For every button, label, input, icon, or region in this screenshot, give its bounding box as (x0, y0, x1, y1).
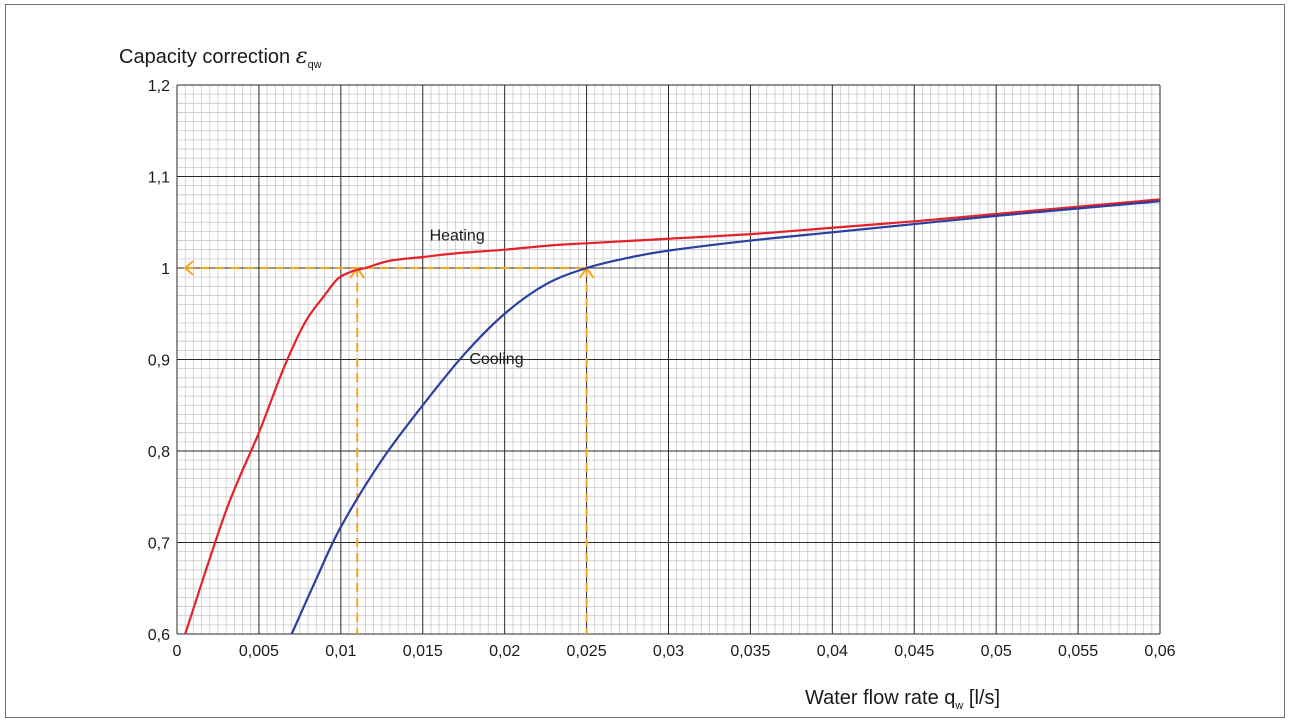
x-tick-label: 0,035 (730, 643, 770, 660)
x-axis-subscript: w (955, 700, 964, 712)
x-tick-label: 0,01 (325, 643, 356, 660)
tick-labels: 0 0,005 0,01 0,015 0,02 0,025 0,03 0,035 0,04 0,0… (148, 78, 1176, 660)
x-tick-label: 0,04 (817, 643, 848, 660)
guide-arrowhead (349, 266, 366, 279)
x-tick-label: 0,02 (489, 643, 520, 660)
epsilon-symbol: ε (295, 44, 308, 69)
guide-lines (183, 260, 595, 634)
y-axis-subscript: qw (307, 59, 322, 71)
x-axis-title: Water flow rate qw [l/s] (805, 687, 1000, 712)
x-tick-label: 0,015 (403, 643, 443, 660)
x-tick-label: 0,05 (981, 643, 1012, 660)
y-tick-label: 0,6 (148, 627, 170, 644)
x-tick-label: 0,005 (239, 643, 279, 660)
chart-frame (5, 4, 1285, 718)
y-tick-label: 1,2 (148, 78, 170, 95)
x-axis-title-text: Water flow rate q (804, 687, 956, 709)
y-tick-label: 0,7 (148, 536, 170, 553)
y-tick-label: 1,1 (148, 170, 170, 187)
x-axis-unit: [l/s] (963, 687, 1000, 709)
series-line-heating (184, 198, 1161, 635)
y-axis-title: Capacity correction εqw (119, 44, 322, 71)
y-tick-label: 1 (161, 261, 170, 278)
x-tick-label: 0,06 (1144, 643, 1175, 660)
y-axis-title-text: Capacity correction (119, 46, 296, 68)
series-label-heating: Heating (430, 228, 485, 245)
y-tick-label: 0,8 (148, 444, 170, 461)
y-tick-label: 0,9 (148, 353, 170, 370)
x-tick-label: 0,025 (567, 643, 607, 660)
x-tick-label: 0,045 (894, 643, 934, 660)
series-label-cooling: Cooling (469, 351, 523, 368)
series-line-cooling (290, 200, 1161, 635)
x-tick-label: 0,03 (653, 643, 684, 660)
x-tick-label: 0 (173, 643, 182, 660)
guide-arrowhead (183, 260, 194, 276)
series-lines (184, 198, 1161, 635)
x-tick-label: 0,055 (1058, 643, 1098, 660)
